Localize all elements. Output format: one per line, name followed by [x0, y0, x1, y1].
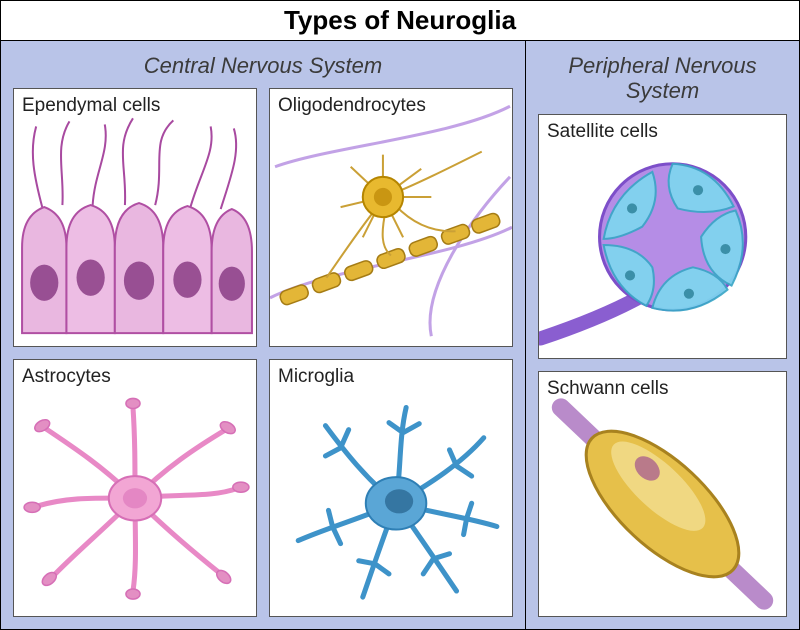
astrocyte-illustration: [14, 360, 256, 616]
schwann-illustration: [539, 372, 786, 616]
oligodendrocyte-illustration: [270, 89, 512, 345]
cell-satellite: Satellite cells: [538, 114, 787, 360]
cns-panel-title: Central Nervous System: [13, 53, 513, 78]
cell-label-satellite: Satellite cells: [547, 121, 658, 143]
pns-panel-title: Peripheral Nervous System: [538, 53, 787, 104]
diagram-frame: Types of Neuroglia Central Nervous Syste…: [0, 0, 800, 630]
ependymal-illustration: [14, 89, 256, 345]
microglia-illustration: [270, 360, 512, 616]
cell-microglia: Microglia: [269, 359, 513, 617]
cns-grid: Ependymal cells: [13, 88, 513, 617]
main-title: Types of Neuroglia: [1, 1, 799, 41]
cell-label-schwann: Schwann cells: [547, 378, 668, 400]
cell-label-microglia: Microglia: [278, 366, 354, 388]
cell-schwann: Schwann cells: [538, 371, 787, 617]
panels-row: Central Nervous System Ependymal cells: [1, 41, 799, 629]
cell-label-ependymal: Ependymal cells: [22, 95, 160, 117]
cell-ependymal: Ependymal cells: [13, 88, 257, 346]
cell-label-astrocytes: Astrocytes: [22, 366, 111, 388]
pns-grid: Satellite cells: [538, 114, 787, 617]
cell-oligodendrocytes: Oligodendrocytes: [269, 88, 513, 346]
pns-panel: Peripheral Nervous System Satellite cell…: [526, 41, 799, 629]
cell-label-oligodendrocytes: Oligodendrocytes: [278, 95, 426, 117]
cell-astrocytes: Astrocytes: [13, 359, 257, 617]
cns-panel: Central Nervous System Ependymal cells: [1, 41, 526, 629]
satellite-illustration: [539, 115, 786, 359]
